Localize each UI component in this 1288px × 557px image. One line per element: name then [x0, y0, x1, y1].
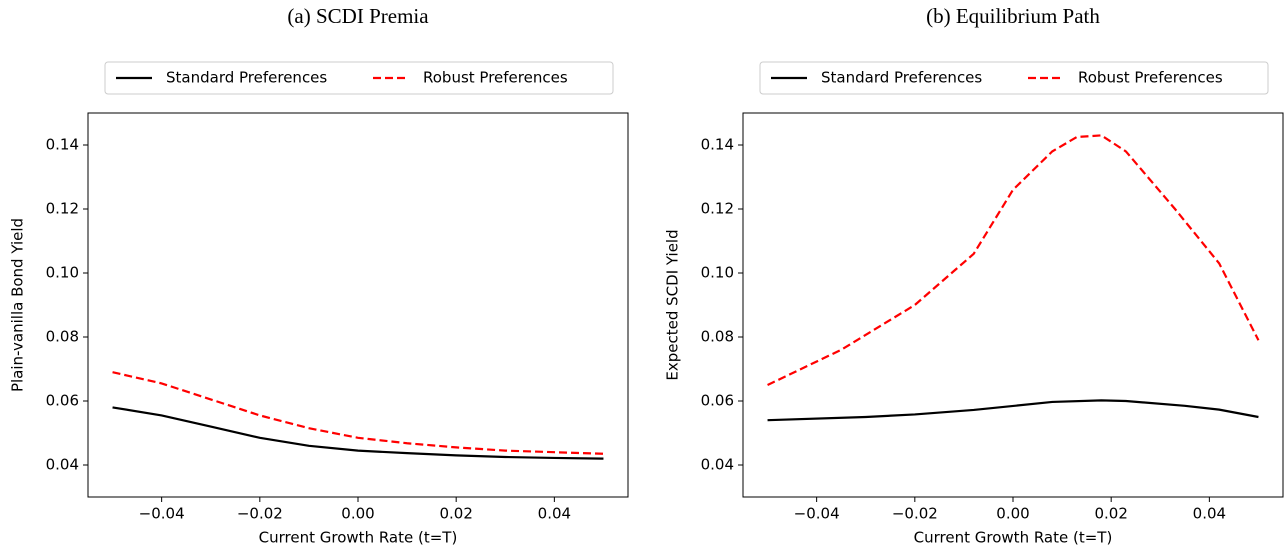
y-tick-label: 0.04 [701, 456, 734, 474]
y-tick-label: 0.06 [701, 392, 734, 410]
chart-title: (a) SCDI Premia [287, 4, 429, 28]
x-tick-label: 0.00 [341, 505, 374, 523]
y-tick-label: 0.08 [46, 328, 79, 346]
legend-box [759, 61, 1269, 95]
series-line [112, 371, 604, 455]
x-axis-label: Current Growth Rate (t=T) [259, 529, 458, 547]
y-tick-label: 0.14 [701, 136, 734, 154]
x-tick-label: 0.00 [996, 505, 1029, 523]
legend-box [104, 61, 614, 95]
y-axis-label: Expected SCDI Yield [664, 229, 682, 380]
x-tick-label: 0.04 [1193, 505, 1226, 523]
y-tick-label: 0.14 [46, 136, 79, 154]
chart-title: (b) Equilibrium Path [926, 4, 1100, 28]
legend-label: Standard Preferences [821, 69, 982, 87]
x-tick-label: 0.04 [538, 505, 571, 523]
legend-label: Standard Preferences [166, 69, 327, 87]
y-tick-label: 0.12 [701, 200, 734, 218]
series-line [767, 399, 1259, 422]
plot-frame [742, 112, 1284, 498]
legend-label: Robust Preferences [1078, 69, 1223, 87]
y-tick-label: 0.12 [46, 200, 79, 218]
plot-frame [87, 112, 629, 498]
x-tick-label: −0.02 [237, 505, 283, 523]
x-tick-label: −0.04 [794, 505, 840, 523]
y-tick-label: 0.06 [46, 392, 79, 410]
series-line [112, 406, 604, 460]
series-line [767, 134, 1260, 386]
legend-label: Robust Preferences [423, 69, 568, 87]
y-tick-label: 0.10 [46, 264, 79, 282]
x-tick-label: −0.04 [139, 505, 185, 523]
y-axis-label: Plain-vanilla Bond Yield [9, 218, 27, 392]
y-tick-label: 0.04 [46, 456, 79, 474]
x-tick-label: −0.02 [892, 505, 938, 523]
y-tick-label: 0.08 [701, 328, 734, 346]
x-tick-label: 0.02 [1094, 505, 1127, 523]
x-tick-label: 0.02 [439, 505, 472, 523]
y-tick-label: 0.10 [701, 264, 734, 282]
x-axis-label: Current Growth Rate (t=T) [914, 529, 1113, 547]
